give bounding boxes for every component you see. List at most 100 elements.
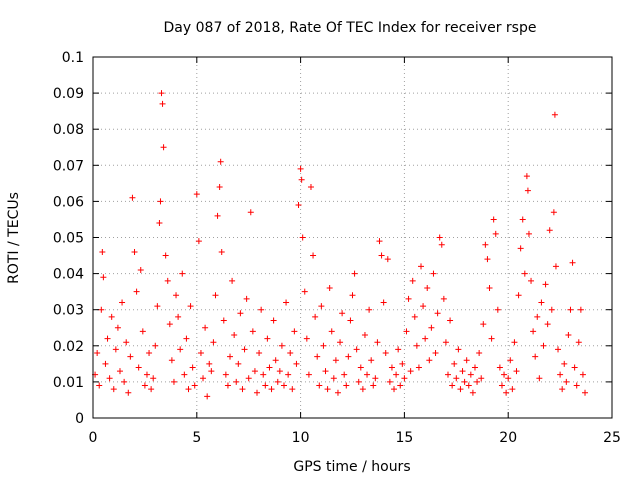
data-point bbox=[98, 306, 105, 313]
data-point bbox=[217, 158, 224, 165]
data-point bbox=[237, 310, 244, 317]
data-point bbox=[428, 324, 435, 331]
data-point bbox=[528, 277, 535, 284]
y-tick-label: 0.06 bbox=[53, 194, 84, 210]
data-point bbox=[332, 357, 339, 364]
data-point bbox=[125, 389, 132, 396]
data-point bbox=[170, 378, 177, 385]
data-point bbox=[573, 382, 580, 389]
data-point bbox=[424, 285, 431, 292]
data-point bbox=[426, 357, 433, 364]
data-point bbox=[565, 331, 572, 338]
data-point bbox=[197, 350, 204, 357]
data-point bbox=[407, 368, 414, 375]
data-point bbox=[544, 321, 551, 328]
data-point bbox=[243, 295, 250, 302]
data-point bbox=[534, 313, 541, 320]
data-point bbox=[320, 342, 327, 349]
data-point bbox=[166, 321, 173, 328]
data-point bbox=[254, 389, 261, 396]
data-point bbox=[247, 209, 254, 216]
data-point bbox=[262, 382, 269, 389]
data-point bbox=[380, 299, 387, 306]
data-point bbox=[339, 310, 346, 317]
data-point bbox=[386, 378, 393, 385]
data-point bbox=[411, 313, 418, 320]
data-point bbox=[430, 270, 437, 277]
data-point bbox=[322, 368, 329, 375]
data-point bbox=[297, 165, 304, 172]
data-point bbox=[503, 389, 510, 396]
data-point bbox=[467, 371, 474, 378]
x-tick-label: 15 bbox=[395, 430, 413, 446]
data-point bbox=[258, 306, 265, 313]
data-point bbox=[330, 375, 337, 382]
data-point bbox=[114, 324, 121, 331]
data-point bbox=[183, 335, 190, 342]
data-point bbox=[249, 328, 256, 335]
data-point bbox=[415, 364, 422, 371]
data-point bbox=[291, 328, 298, 335]
data-point bbox=[490, 216, 497, 223]
data-point bbox=[181, 371, 188, 378]
data-point bbox=[457, 386, 464, 393]
data-point bbox=[299, 234, 306, 241]
data-point bbox=[293, 360, 300, 367]
data-point bbox=[295, 202, 302, 209]
data-point bbox=[99, 248, 106, 255]
data-point bbox=[200, 375, 207, 382]
data-point bbox=[388, 364, 395, 371]
data-point bbox=[328, 328, 335, 335]
y-tick-label: 0.1 bbox=[62, 50, 84, 66]
data-point bbox=[509, 386, 516, 393]
data-point bbox=[397, 382, 404, 389]
data-point bbox=[391, 386, 398, 393]
data-point bbox=[159, 100, 166, 107]
data-point bbox=[368, 357, 375, 364]
data-point bbox=[395, 346, 402, 353]
data-point bbox=[366, 306, 373, 313]
data-point bbox=[555, 346, 562, 353]
data-point bbox=[110, 386, 117, 393]
data-points bbox=[92, 90, 589, 400]
data-point bbox=[559, 386, 566, 393]
data-point bbox=[334, 389, 341, 396]
data-point bbox=[557, 371, 564, 378]
data-point bbox=[409, 277, 416, 284]
data-point bbox=[278, 342, 285, 349]
data-point bbox=[496, 364, 503, 371]
data-point bbox=[418, 263, 425, 270]
data-point bbox=[355, 378, 362, 385]
data-point bbox=[116, 368, 123, 375]
data-point bbox=[523, 173, 530, 180]
chart-title: Day 087 of 2018, Rate Of TEC Index for r… bbox=[164, 20, 537, 36]
data-point bbox=[193, 191, 200, 198]
data-point bbox=[463, 357, 470, 364]
data-point bbox=[532, 353, 539, 360]
data-point bbox=[175, 313, 182, 320]
data-point bbox=[351, 270, 358, 277]
data-point bbox=[436, 234, 443, 241]
data-point bbox=[403, 328, 410, 335]
data-point bbox=[551, 111, 558, 118]
x-tick-label: 20 bbox=[499, 430, 517, 446]
data-point bbox=[525, 230, 532, 237]
data-point bbox=[224, 382, 231, 389]
y-axis-label: ROTI / TECUs bbox=[6, 192, 22, 284]
data-point bbox=[168, 357, 175, 364]
data-point bbox=[229, 277, 236, 284]
data-point bbox=[349, 292, 356, 299]
x-tick-label: 10 bbox=[292, 430, 310, 446]
data-point bbox=[266, 364, 273, 371]
data-point bbox=[191, 382, 198, 389]
data-point bbox=[455, 346, 462, 353]
data-point bbox=[274, 378, 281, 385]
data-point bbox=[461, 378, 468, 385]
data-point bbox=[542, 281, 549, 288]
y-tick-label: 0.03 bbox=[53, 303, 84, 319]
data-point bbox=[185, 386, 192, 393]
y-tick-label: 0.01 bbox=[53, 375, 84, 391]
y-tick-label: 0.09 bbox=[53, 86, 84, 102]
data-point bbox=[189, 364, 196, 371]
data-point bbox=[575, 339, 582, 346]
